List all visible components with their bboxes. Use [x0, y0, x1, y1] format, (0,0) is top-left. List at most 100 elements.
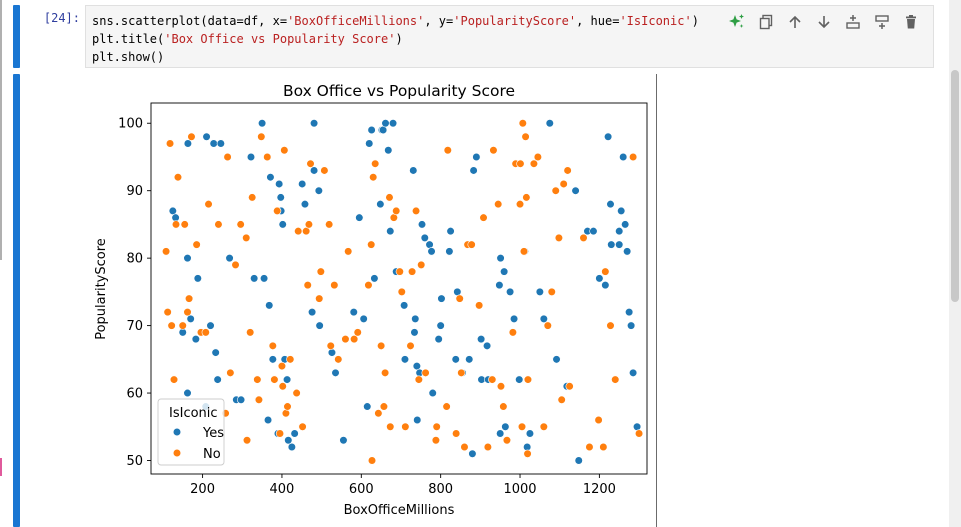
data-point-yes: [607, 240, 616, 249]
data-point-no: [557, 395, 566, 404]
data-point-yes: [472, 152, 481, 162]
data-point-yes: [265, 301, 274, 310]
data-point-no: [325, 220, 334, 229]
data-point-no: [334, 355, 343, 364]
insert-cell-above-button[interactable]: [838, 11, 867, 33]
data-point-yes: [209, 139, 218, 148]
data-point-yes: [314, 186, 323, 195]
insert-below-icon: [874, 15, 889, 29]
data-point-no: [585, 442, 594, 452]
data-point-no: [292, 388, 301, 398]
data-point-yes: [420, 233, 429, 243]
delete-cell-button[interactable]: [896, 11, 925, 33]
data-point-yes: [621, 220, 630, 229]
data-point-yes: [428, 388, 437, 398]
data-point-yes: [298, 179, 307, 189]
data-point-no: [344, 247, 353, 256]
data-point-no: [533, 152, 542, 162]
data-point-yes: [606, 200, 615, 209]
data-point-yes: [250, 274, 259, 283]
data-point-no: [392, 206, 401, 216]
data-point-yes: [259, 274, 269, 283]
data-point-yes: [349, 308, 358, 317]
data-point-yes: [434, 334, 443, 344]
data-point-no: [320, 166, 329, 175]
generate-button[interactable]: [722, 11, 751, 33]
data-point-no: [231, 260, 240, 269]
input-cell-selection-bar[interactable]: [13, 5, 20, 68]
data-point-no: [161, 247, 171, 256]
data-point-yes: [263, 415, 273, 425]
data-point-yes: [381, 119, 390, 128]
data-point-no: [180, 220, 189, 229]
data-point-yes: [384, 146, 393, 155]
cell-toolbar: [722, 11, 925, 33]
data-point-no: [460, 442, 469, 452]
code-editor[interactable]: sns.scatterplot(data=df, x='BoxOfficeMil…: [85, 5, 934, 68]
data-point-no: [283, 402, 292, 411]
move-down-button[interactable]: [809, 11, 838, 33]
data-point-no: [367, 456, 377, 465]
data-point-yes: [183, 139, 193, 148]
data-point-no: [275, 429, 285, 438]
data-point-yes: [171, 213, 180, 222]
data-point-no: [443, 146, 452, 155]
notebook-scrollbar[interactable]: [949, 0, 961, 527]
data-point-yes: [327, 348, 337, 357]
left-edge-marker: [0, 458, 2, 476]
data-point-no: [364, 281, 373, 290]
x-tick-label: 600: [349, 482, 374, 497]
data-point-yes: [339, 436, 348, 445]
data-point-no: [488, 375, 497, 384]
data-point-no: [379, 402, 389, 411]
legend-marker-no: [172, 448, 182, 458]
data-point-yes: [617, 206, 626, 216]
data-point-no: [223, 152, 232, 162]
data-point-no: [263, 152, 272, 162]
data-point-no: [515, 200, 525, 209]
data-point-yes: [183, 388, 192, 398]
data-point-no: [381, 368, 390, 377]
scrollbar-thumb[interactable]: [951, 70, 959, 302]
data-point-yes: [206, 321, 215, 330]
data-point-no: [316, 267, 325, 276]
data-point-yes: [552, 355, 561, 364]
output-cell-selection-bar[interactable]: [13, 74, 20, 527]
data-point-no: [519, 247, 529, 256]
chart-title: Box Office vs Popularity Score: [283, 82, 515, 100]
insert-cell-below-button[interactable]: [867, 11, 896, 33]
data-point-no: [457, 368, 466, 377]
x-tick-label: 400: [270, 482, 295, 497]
data-point-no: [551, 186, 560, 195]
insert-above-icon: [845, 15, 860, 29]
data-point-yes: [615, 227, 624, 236]
data-point-no: [539, 422, 548, 431]
data-point-yes: [367, 125, 376, 135]
series-yes: [168, 119, 642, 465]
data-point-no: [257, 132, 266, 141]
data-point-yes: [632, 422, 642, 431]
data-point-no: [559, 179, 568, 189]
data-point-no: [167, 321, 176, 330]
duplicate-cell-button[interactable]: [751, 11, 780, 33]
data-point-no: [634, 429, 644, 438]
data-points: [161, 119, 644, 465]
code-text[interactable]: sns.scatterplot(data=df, x='BoxOfficeMil…: [92, 14, 699, 64]
data-point-yes: [186, 314, 195, 323]
x-tick-label: 1200: [583, 482, 616, 497]
data-point-yes: [191, 334, 200, 344]
data-point-yes: [574, 456, 583, 465]
data-point-yes: [363, 402, 372, 411]
data-point-yes: [425, 240, 434, 249]
data-point-no: [407, 267, 417, 276]
data-point-yes: [515, 375, 524, 384]
data-point-yes: [300, 200, 310, 209]
data-point-no: [303, 281, 312, 290]
data-point-yes: [629, 368, 638, 377]
data-point-no: [306, 159, 315, 168]
data-point-yes: [539, 314, 548, 323]
move-up-button[interactable]: [780, 11, 809, 33]
data-point-yes: [589, 227, 598, 236]
data-point-yes: [468, 449, 477, 458]
